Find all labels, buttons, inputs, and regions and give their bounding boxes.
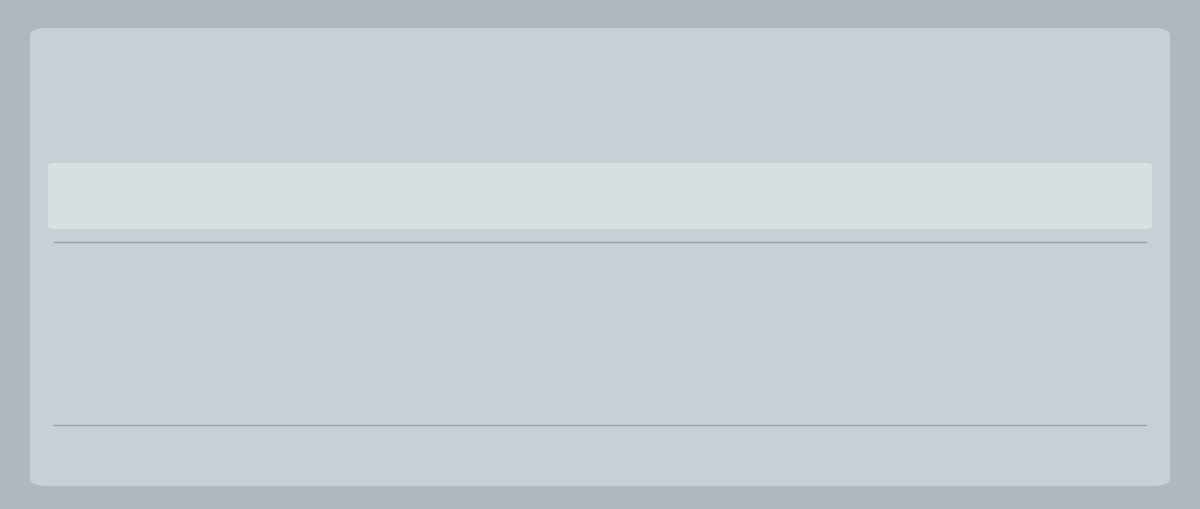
- Text: $z = -2 \cdot y^3 - 3 \cdot x^2$ at the point (2, 1, −14).: $z = -2 \cdot y^3 - 3 \cdot x^2$ at the …: [78, 146, 523, 175]
- Text: $z =_{.}-2 \cdot y^3 - 3 \cdot x^2$ at the point (2, 1, −14).: $z =_{.}-2 \cdot y^3 - 3 \cdot x^2$ at t…: [78, 331, 532, 361]
- Text: [?,?,?]: [?,?,?]: [78, 191, 132, 209]
- Text: Determine a normal vector to the graph of the given function: Determine a normal vector to the graph o…: [78, 84, 719, 104]
- Text: Derive the equation of the tangent plane to the graph of the given function: Derive the equation of the tangent plane…: [78, 270, 865, 290]
